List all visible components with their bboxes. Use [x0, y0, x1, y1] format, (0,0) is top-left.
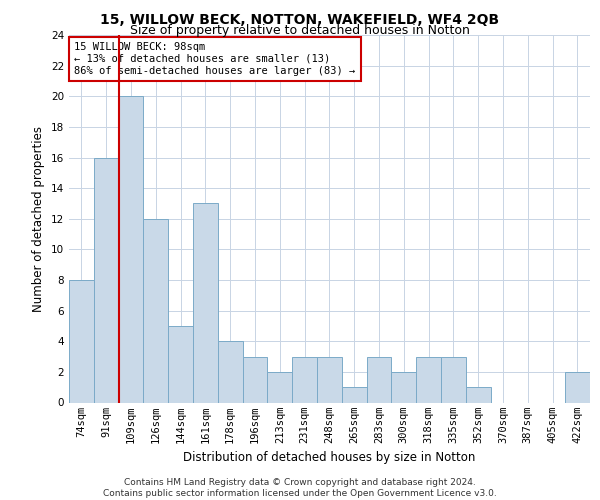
Bar — [143, 219, 168, 402]
Bar — [391, 372, 416, 402]
Bar — [69, 280, 94, 402]
Text: 15, WILLOW BECK, NOTTON, WAKEFIELD, WF4 2QB: 15, WILLOW BECK, NOTTON, WAKEFIELD, WF4 … — [100, 12, 500, 26]
Bar — [292, 356, 317, 403]
Bar — [94, 158, 119, 402]
Text: Contains HM Land Registry data © Crown copyright and database right 2024.
Contai: Contains HM Land Registry data © Crown c… — [103, 478, 497, 498]
Text: 15 WILLOW BECK: 98sqm
← 13% of detached houses are smaller (13)
86% of semi-deta: 15 WILLOW BECK: 98sqm ← 13% of detached … — [74, 42, 355, 76]
Bar — [416, 356, 441, 403]
Bar — [342, 387, 367, 402]
Bar — [441, 356, 466, 403]
Text: Size of property relative to detached houses in Notton: Size of property relative to detached ho… — [130, 24, 470, 37]
Bar — [565, 372, 590, 402]
X-axis label: Distribution of detached houses by size in Notton: Distribution of detached houses by size … — [183, 451, 476, 464]
Bar — [193, 204, 218, 402]
Bar — [466, 387, 491, 402]
Bar — [268, 372, 292, 402]
Bar — [168, 326, 193, 402]
Bar — [317, 356, 342, 403]
Bar — [242, 356, 268, 403]
Bar — [119, 96, 143, 403]
Bar — [218, 341, 242, 402]
Y-axis label: Number of detached properties: Number of detached properties — [32, 126, 46, 312]
Bar — [367, 356, 391, 403]
